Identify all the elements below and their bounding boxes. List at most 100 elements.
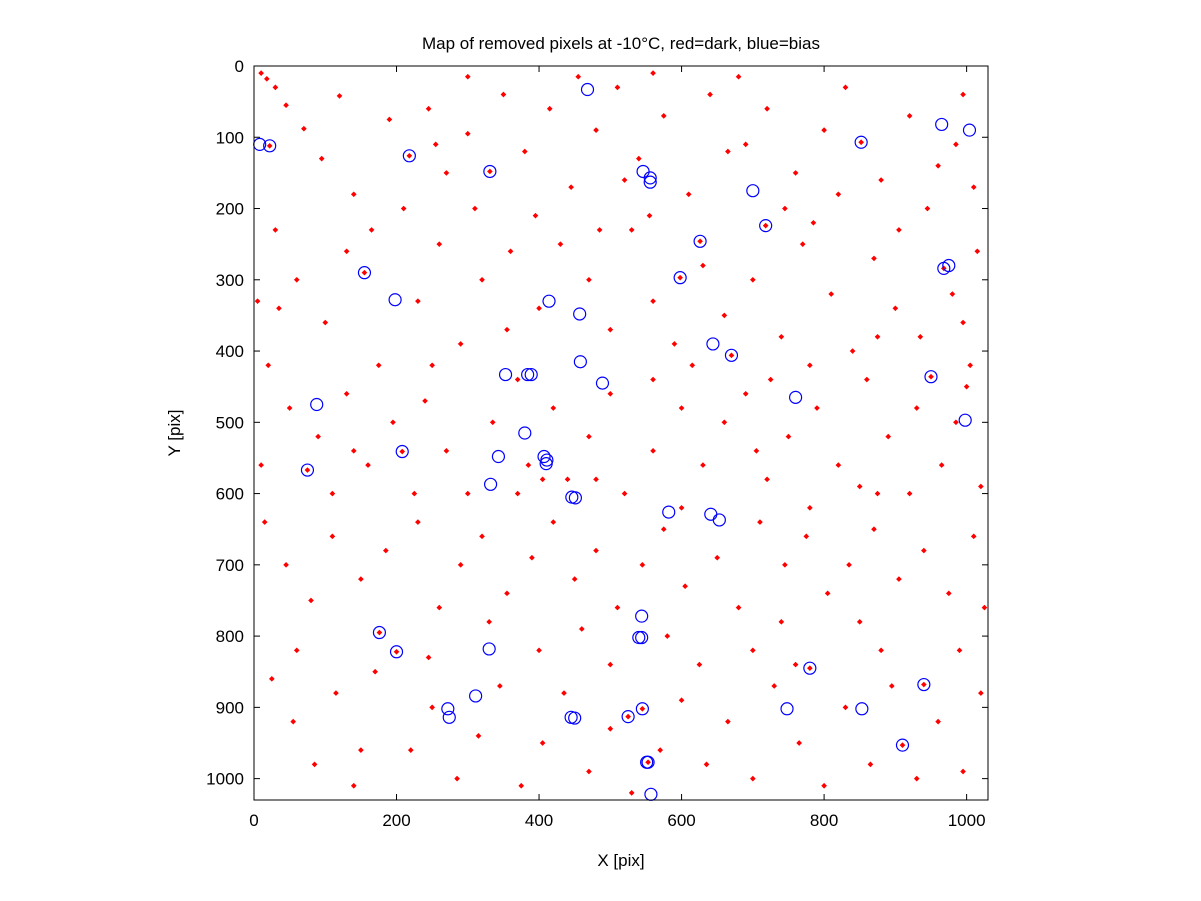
dark-point xyxy=(336,93,343,99)
dark-point xyxy=(283,562,289,568)
dark-point xyxy=(871,255,877,262)
dark-point xyxy=(607,390,614,397)
dark-point xyxy=(628,227,635,233)
bias-point xyxy=(854,135,868,149)
dark-point xyxy=(429,704,435,711)
bias-point xyxy=(442,710,456,724)
dark-point xyxy=(586,433,592,440)
dark-point xyxy=(807,665,813,671)
bias-point xyxy=(632,630,646,645)
dark-point xyxy=(539,740,546,746)
bias-point xyxy=(537,449,551,464)
dark-point xyxy=(888,683,895,689)
dark-point xyxy=(489,419,496,426)
bias-point xyxy=(388,293,402,307)
dark-point xyxy=(678,697,685,704)
y-axis: 0 100 200 300 400 500 600 700 800 900 1000 xyxy=(206,57,988,789)
dark-point xyxy=(607,326,614,333)
dark-point xyxy=(753,447,760,454)
dark-point xyxy=(896,227,902,233)
dark-point xyxy=(561,690,567,696)
dark-point xyxy=(849,348,856,354)
dark-point xyxy=(835,191,842,198)
bias-point xyxy=(539,457,553,471)
bias-point xyxy=(441,702,455,716)
bias-point xyxy=(483,164,497,179)
dark-point xyxy=(578,626,585,632)
dark-point xyxy=(529,554,535,561)
points-layer xyxy=(253,70,988,801)
dark-point xyxy=(343,248,350,255)
dark-point xyxy=(268,676,275,682)
dark-point xyxy=(871,526,877,533)
bias-point xyxy=(780,702,794,716)
dark-point xyxy=(856,619,863,625)
dark-point xyxy=(308,597,314,604)
dark-point xyxy=(917,333,924,340)
dark-point xyxy=(750,647,756,654)
bias-point xyxy=(573,307,587,321)
dark-point xyxy=(514,376,521,383)
dark-point xyxy=(628,790,635,796)
bias-point xyxy=(724,348,739,362)
dark-point xyxy=(443,170,450,176)
dark-point xyxy=(311,761,318,768)
dark-point xyxy=(867,761,874,768)
dark-point xyxy=(807,504,813,511)
y-axis-label: Y [pix] xyxy=(165,410,184,457)
bias-point xyxy=(788,390,803,404)
dark-point xyxy=(266,142,273,149)
dark-point xyxy=(329,533,336,540)
bias-point xyxy=(635,630,649,645)
dark-point xyxy=(276,305,282,312)
bias-point xyxy=(542,294,556,308)
dark-point xyxy=(762,222,769,229)
dark-point xyxy=(728,352,735,359)
dark-point xyxy=(821,127,827,133)
dark-point xyxy=(575,73,582,80)
y-tick-label: 700 xyxy=(216,556,244,575)
dark-point xyxy=(735,604,742,611)
dark-point xyxy=(593,476,599,483)
dark-point xyxy=(283,102,289,109)
dark-point xyxy=(504,590,510,597)
dark-point xyxy=(350,447,357,454)
dark-point xyxy=(767,376,774,383)
dark-point xyxy=(810,219,817,226)
dark-point xyxy=(550,405,557,411)
dark-point xyxy=(586,768,592,775)
dark-point xyxy=(678,405,685,411)
dark-point xyxy=(539,476,546,483)
dark-point xyxy=(646,212,653,219)
dark-point xyxy=(457,562,464,568)
dark-point xyxy=(464,73,471,80)
dark-point xyxy=(821,782,827,789)
dark-point xyxy=(689,362,696,369)
x-tick-label: 200 xyxy=(382,811,410,830)
dark-point xyxy=(635,155,642,162)
dark-point xyxy=(874,490,881,497)
dark-point xyxy=(856,483,863,490)
dark-point xyxy=(564,476,571,483)
y-tick-label: 300 xyxy=(216,271,244,290)
y-tick-label: 800 xyxy=(216,627,244,646)
bias-point xyxy=(402,149,416,163)
dark-point xyxy=(974,248,981,255)
dark-point xyxy=(792,661,799,668)
dark-point xyxy=(425,105,432,112)
dark-point xyxy=(518,782,525,789)
dark-point xyxy=(293,276,300,283)
dark-point xyxy=(782,205,788,212)
dark-point xyxy=(796,740,802,746)
bias-point xyxy=(712,513,726,527)
dark-point xyxy=(778,333,785,340)
dark-point xyxy=(878,647,884,654)
dark-point xyxy=(913,775,920,782)
dark-point xyxy=(329,490,336,497)
dark-point xyxy=(407,747,414,753)
dark-point xyxy=(750,775,756,782)
dark-point xyxy=(372,668,378,675)
dark-point xyxy=(874,333,881,340)
dark-point xyxy=(557,241,564,247)
dark-point xyxy=(682,583,688,590)
